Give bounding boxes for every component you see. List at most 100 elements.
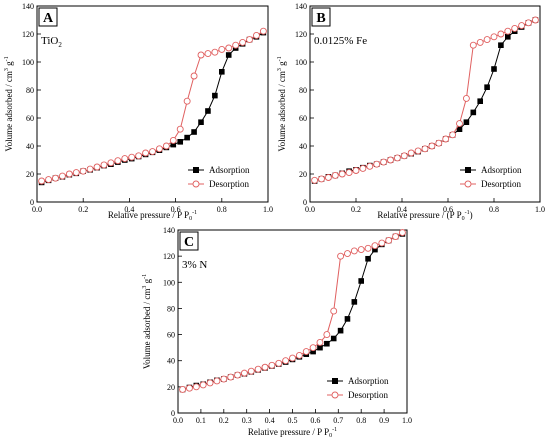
data-point-desorption <box>378 239 386 247</box>
data-point-adsorption <box>310 348 316 355</box>
y-axis-title-mid: 3 <box>277 68 283 71</box>
data-point-desorption <box>246 36 253 44</box>
y-tick-label: 0 <box>30 198 34 207</box>
x-tick-label: 0.2 <box>219 416 229 425</box>
data-point-desorption <box>531 16 539 24</box>
data-point-desorption <box>371 242 379 250</box>
data-point-desorption <box>149 148 156 156</box>
data-point-desorption <box>135 152 143 160</box>
data-point-desorption <box>330 307 338 315</box>
y-tick-label: 100 <box>22 58 34 67</box>
y-axis-title-main: Volume adsorbed / cm <box>277 71 287 152</box>
panel-letter-box <box>38 7 58 27</box>
data-point-desorption <box>380 158 388 166</box>
data-point-desorption <box>289 354 296 362</box>
data-point-desorption <box>107 159 115 167</box>
data-point-desorption <box>435 139 443 147</box>
data-point-desorption <box>45 176 52 184</box>
data-point-desorption <box>155 145 163 153</box>
y-axis-title-mid: 3 <box>4 68 10 71</box>
data-point-adsorption <box>456 126 463 132</box>
y-tick-label: 120 <box>163 252 175 261</box>
y-tick-label: 80 <box>167 304 175 313</box>
sample-label-text: 3% N <box>182 259 207 271</box>
data-point-desorption <box>261 363 269 371</box>
data-point-desorption <box>225 44 233 52</box>
x-tick-label: 0.4 <box>124 205 134 214</box>
x-axis-title-end: ) <box>470 210 473 220</box>
data-point-desorption <box>190 72 198 80</box>
y-tick-label: 140 <box>22 2 34 11</box>
y-tick-label: 100 <box>163 278 175 287</box>
data-point-desorption <box>366 162 374 170</box>
x-tick-label: 0.6 <box>310 416 320 425</box>
data-point-desorption <box>169 136 177 144</box>
data-point-desorption <box>469 41 477 49</box>
data-point-desorption <box>350 247 358 255</box>
x-axis-title-main: Relative pressure / P P <box>248 427 329 437</box>
data-point-adsorption <box>337 327 344 334</box>
data-point-desorption <box>497 30 505 38</box>
data-point-desorption <box>211 48 219 56</box>
legend: Adsorption Desorption <box>327 376 389 400</box>
y-tick-label: 60 <box>167 331 175 340</box>
data-point-desorption <box>511 24 519 32</box>
data-point-desorption <box>179 386 187 393</box>
data-point-desorption <box>121 155 129 163</box>
sample-label: TiO2 <box>41 35 62 49</box>
sample-label: 3% N <box>182 259 207 271</box>
data-point-adsorption <box>170 141 177 148</box>
legend-label-adsorption: Adsorption <box>481 165 522 175</box>
data-point-adsorption <box>358 278 364 284</box>
x-axis-title-sup: -1 <box>332 427 337 433</box>
data-point-desorption <box>483 36 491 44</box>
y-axis-title-main: Volume adsorbed / cm <box>142 289 152 370</box>
x-tick-label: 0.8 <box>356 416 366 425</box>
data-point-adsorption <box>463 119 470 125</box>
data-point-desorption <box>302 348 310 356</box>
data-point-desorption <box>337 252 345 260</box>
data-point-desorption <box>518 22 526 30</box>
data-point-desorption <box>311 176 319 184</box>
y-tick-label: 0 <box>303 198 307 207</box>
sample-label-text: 0.0125% Fe <box>314 35 367 47</box>
data-point-adsorption <box>470 109 477 116</box>
x-tick-label: 0.0 <box>173 416 183 425</box>
data-point-adsorption <box>205 108 211 114</box>
y-tick-label: 20 <box>26 170 34 179</box>
y-tick-label: 60 <box>299 114 307 123</box>
x-axis-title: Relative pressure / (P P0-1) <box>377 210 472 222</box>
y-axis-title-main: Volume adsorbed / cm <box>4 71 14 152</box>
data-point-adsorption <box>191 129 197 135</box>
data-point-desorption <box>268 361 276 369</box>
data-point-desorption <box>407 149 415 157</box>
data-point-desorption <box>86 165 94 173</box>
data-point-desorption <box>254 365 262 373</box>
x-tick-label: 1.0 <box>535 205 545 214</box>
legend-marker-desorption <box>192 180 200 188</box>
legend-marker-adsorption <box>193 167 199 173</box>
data-point-desorption <box>38 177 46 185</box>
data-point-adsorption <box>491 66 497 72</box>
x-axis-title-sup: -1 <box>465 210 470 216</box>
data-point-desorption <box>428 142 436 150</box>
data-point-desorption <box>442 135 450 143</box>
data-point-desorption <box>142 149 150 157</box>
y-tick-label: 20 <box>299 170 307 179</box>
data-point-adsorption <box>484 84 490 90</box>
data-point-desorption <box>65 170 73 178</box>
data-point-desorption <box>128 153 136 161</box>
x-tick-label: 0.0 <box>32 205 42 214</box>
data-point-desorption <box>227 373 235 381</box>
data-point-desorption <box>199 381 207 389</box>
data-point-desorption <box>525 19 532 27</box>
y-tick-label: 140 <box>163 226 175 235</box>
data-point-adsorption <box>477 98 483 104</box>
data-point-adsorption <box>184 134 190 141</box>
plot-frame <box>309 5 541 203</box>
x-axis-title-sub: 0 <box>329 433 332 439</box>
data-point-desorption <box>275 359 283 367</box>
data-point-desorption <box>393 154 401 162</box>
sample-label-subscript: 2 <box>58 41 62 49</box>
x-axis-title-sub: 0 <box>189 216 192 222</box>
